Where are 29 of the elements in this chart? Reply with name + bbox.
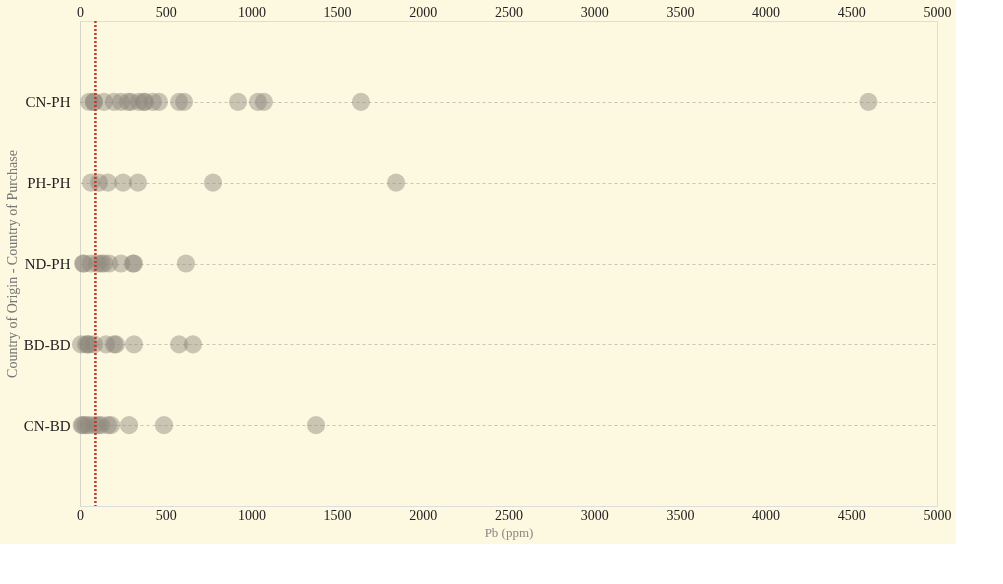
y-axis-title: Country of Origin - Country of Purchase — [4, 150, 20, 378]
x2-tick-label: 5000 — [923, 4, 952, 20]
x2-tick-label: 4500 — [837, 4, 866, 20]
x-tick-label: 4000 — [752, 507, 781, 523]
y-tick-label: PH-PH — [27, 175, 71, 192]
x2-tick-label: 1500 — [323, 4, 352, 20]
x2-tick-label: 2500 — [495, 4, 523, 20]
x-axis-title: Pb (ppm) — [484, 524, 534, 540]
x-tick-label: 500 — [155, 507, 177, 523]
y-tick-label: ND-PH — [24, 256, 71, 272]
x-tick-label: 3000 — [580, 507, 609, 523]
x2-tick-label: 4000 — [752, 4, 781, 20]
x-tick-label: 2500 — [495, 507, 523, 523]
x-tick-label: 5000 — [923, 507, 952, 523]
x-tick-label: 4500 — [837, 507, 866, 523]
x-tick-label: 2000 — [409, 507, 438, 523]
x2-tick-label: 3000 — [580, 4, 609, 20]
y-tick-label: BD-BD — [23, 336, 71, 353]
y-tick-label: CN-PH — [25, 94, 71, 111]
x-tick-label: 1500 — [323, 507, 352, 523]
x-tick-label: 0 — [77, 507, 84, 523]
y-tick-label: CN-BD — [23, 417, 71, 434]
x-tick-label: 1000 — [237, 507, 266, 523]
x2-tick-label: 3500 — [666, 4, 695, 20]
x2-tick-label: 1000 — [237, 4, 266, 20]
x2-tick-label: 2000 — [409, 4, 438, 20]
x-tick-label: 3500 — [666, 507, 695, 523]
x2-tick-label: 500 — [155, 4, 177, 20]
x2-tick-label: 0 — [77, 4, 84, 20]
